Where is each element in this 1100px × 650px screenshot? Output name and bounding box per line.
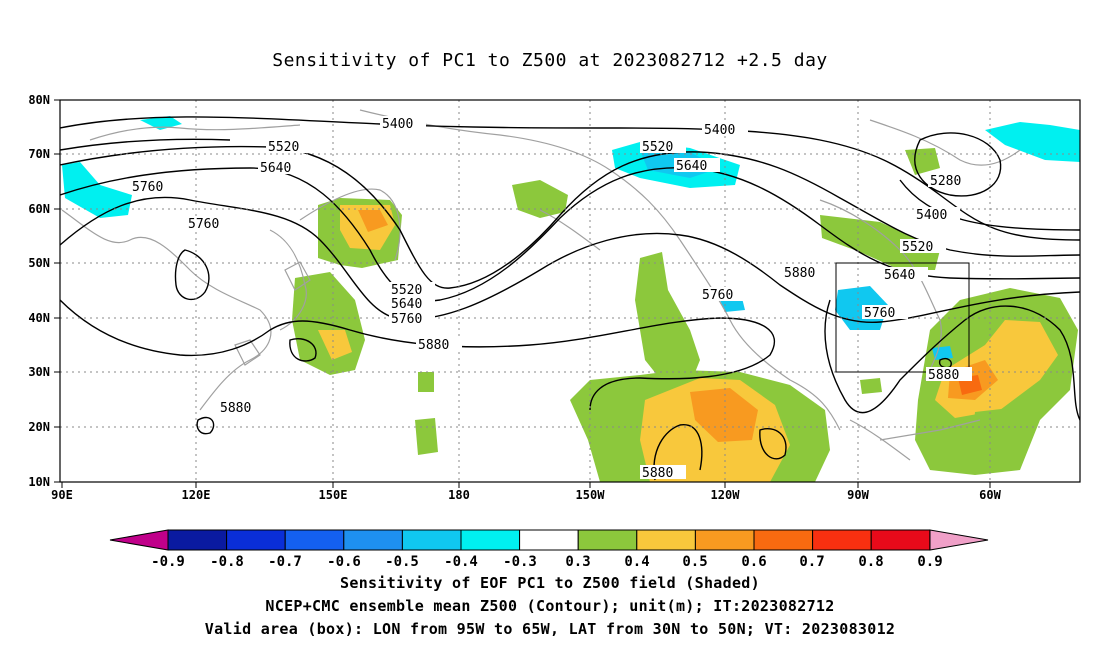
contour-label: 5640	[391, 297, 422, 312]
contour-label: 5880	[928, 368, 959, 383]
colorbar-label: -0.5	[385, 554, 419, 570]
colorbar-label: -0.3	[503, 554, 537, 570]
colorbar-label: 0.9	[917, 554, 942, 570]
contour-label: 5880	[784, 266, 815, 281]
shading-positive-region	[292, 272, 365, 375]
lat-label: 20N	[28, 420, 50, 434]
graticule	[60, 100, 1080, 482]
colorbar-cell	[812, 529, 872, 551]
contour-label: 5760	[391, 312, 422, 327]
colorbar-label: 0.4	[624, 554, 649, 570]
colorbar-label: 0.5	[682, 554, 707, 570]
colorbar-label: -0.6	[327, 554, 361, 570]
valid-area-box	[835, 262, 970, 373]
colorbar-arrow-right	[929, 529, 989, 551]
footer-line-3: Valid area (box): LON from 95W to 65W, L…	[204, 620, 896, 638]
contour-label: 5520	[391, 283, 422, 298]
colorbar-cell	[167, 529, 228, 551]
colorbar-cells	[167, 529, 931, 551]
lon-label: 90W	[847, 488, 869, 502]
lat-label: 50N	[28, 256, 50, 270]
colorbar-cell	[284, 529, 345, 551]
colorbar-cell	[226, 529, 286, 551]
colorbar-cell	[343, 529, 403, 551]
colorbar-cell	[577, 529, 638, 551]
shading-positive-region	[512, 180, 568, 218]
contour-label: 5520	[268, 140, 299, 155]
colorbar-cell	[519, 529, 579, 551]
contour-5400	[60, 116, 1080, 241]
contour-5880-east	[824, 299, 1080, 421]
shading-negative-region	[62, 162, 132, 218]
contour-5280-closed	[914, 132, 1002, 197]
contour-label: 5280	[930, 174, 961, 189]
contour-label: 5400	[916, 208, 947, 223]
shading-negative-region	[985, 122, 1080, 162]
lat-label: 10N	[28, 475, 50, 489]
lon-label: 150W	[576, 488, 606, 502]
colorbar-cell	[870, 529, 931, 551]
contour-5880	[60, 299, 776, 411]
contour-label: 5520	[902, 240, 933, 255]
lon-label: 180	[448, 488, 470, 502]
colorbar-cell	[460, 529, 521, 551]
colorbar-label: -0.8	[210, 554, 244, 570]
colorbar-label: 0.6	[741, 554, 766, 570]
colorbar-labels: -0.9 -0.8 -0.7 -0.6 -0.5 -0.4 -0.3 0.3 0…	[151, 554, 943, 570]
colorbar-label: 0.7	[799, 554, 824, 570]
contour-label: 5760	[132, 180, 163, 195]
map-layers: 5400 5400 5520 5520 5640 5640 5760 5760 …	[60, 100, 1080, 482]
contour-label: 5400	[704, 123, 735, 138]
map-frame	[59, 99, 1081, 483]
contour-label: 5880	[642, 466, 673, 481]
colorbar-cell	[401, 529, 462, 551]
contour-label-group: 5400 5400 5520 5520 5640 5640 5760 5760 …	[130, 116, 974, 481]
latitude-labels: 80N 70N 60N 50N 40N 30N 20N 10N	[28, 93, 50, 489]
colorbar-cell	[636, 529, 696, 551]
shading-positive-region	[820, 215, 940, 270]
lon-label: 150E	[319, 488, 348, 502]
footer-line-2: NCEP+CMC ensemble mean Z500 (Contour); u…	[265, 597, 835, 615]
colorbar-label: 0.8	[858, 554, 883, 570]
contour-label: 5760	[188, 217, 219, 232]
lon-label: 120E	[182, 488, 211, 502]
colorbar-cell	[694, 529, 755, 551]
colorbar-cell	[753, 529, 814, 551]
contour-label: 5520	[642, 140, 673, 155]
colorbar-label: -0.7	[268, 554, 302, 570]
contour-label: 5760	[864, 306, 895, 321]
contour-5880-closed	[174, 249, 210, 301]
contour-label: 5880	[220, 401, 251, 416]
lon-label: 60W	[979, 488, 1001, 502]
contour-label: 5640	[884, 268, 915, 283]
contour-label: 5880	[418, 338, 449, 353]
lat-label: 70N	[28, 147, 50, 161]
footer-line-1: Sensitivity of EOF PC1 to Z500 field (Sh…	[340, 574, 760, 592]
lat-label: 30N	[28, 365, 50, 379]
lon-label: 120W	[711, 488, 741, 502]
longitude-labels: 90E 120E 150E 180 150W 120W 90W 60W	[51, 488, 1001, 502]
colorbar-label: -0.4	[444, 554, 478, 570]
colorbar-label: -0.9	[151, 554, 185, 570]
contour-label: 5400	[382, 117, 413, 132]
contour-5880-closed	[289, 338, 317, 362]
tick-marks	[54, 99, 991, 488]
colorbar	[109, 529, 989, 551]
contour-5760	[60, 196, 1080, 323]
plot-title: Sensitivity of PC1 to Z500 at 2023082712…	[272, 50, 828, 71]
contour-label: 5640	[676, 159, 707, 174]
lat-label: 60N	[28, 202, 50, 216]
contour-label: 5760	[702, 288, 733, 303]
lat-label: 80N	[28, 93, 50, 107]
lon-label: 90E	[51, 488, 73, 502]
colorbar-arrow-left	[109, 529, 169, 551]
contour-label: 5640	[260, 161, 291, 176]
colorbar-label: 0.3	[565, 554, 590, 570]
lat-label: 40N	[28, 311, 50, 325]
